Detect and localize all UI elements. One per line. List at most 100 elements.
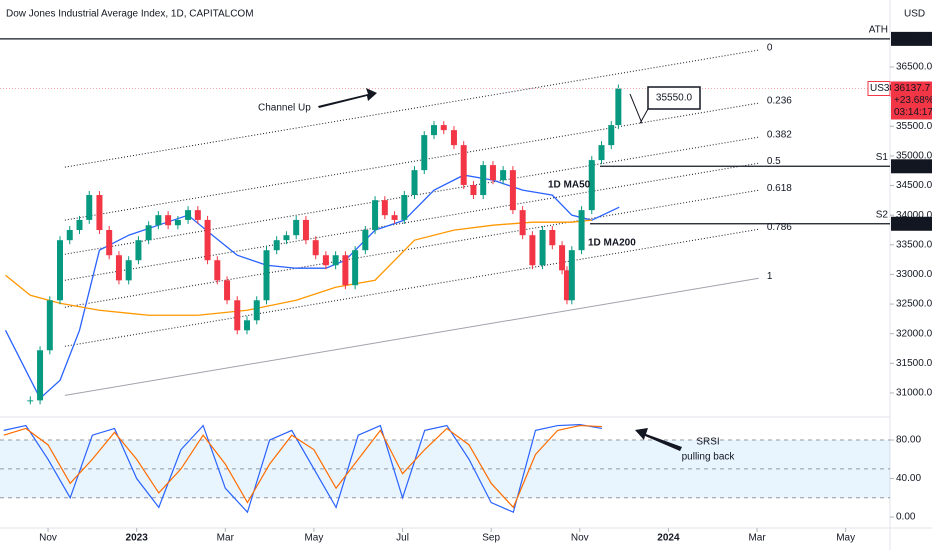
series-line <box>4 174 620 400</box>
last-change: +23.68% <box>894 95 932 106</box>
fib-label: 0.236 <box>767 96 792 107</box>
channel-line <box>64 228 759 347</box>
candle <box>253 300 260 321</box>
level-box <box>891 31 932 46</box>
candle <box>352 250 359 286</box>
candle <box>174 219 181 226</box>
x-tick-label: Mar <box>748 533 766 544</box>
candle <box>302 219 309 241</box>
candle <box>450 130 457 146</box>
y-tick-label: 36500.0 <box>896 62 932 73</box>
candle <box>563 270 570 301</box>
y-tick-label: 35500.0 <box>896 121 932 132</box>
candle <box>76 219 83 230</box>
candle <box>66 229 73 241</box>
countdown: 03:14:17 <box>894 107 932 118</box>
y-tick-label: 80.00 <box>896 435 921 446</box>
fib-label: 0.786 <box>767 222 792 233</box>
candle <box>362 229 369 251</box>
channel-line <box>64 136 759 255</box>
candle <box>568 250 575 301</box>
srsi-line <box>3 424 603 514</box>
x-tick-label: Jul <box>396 533 409 544</box>
x-tick-label: 2023 <box>126 533 149 544</box>
candle <box>263 250 270 301</box>
candle <box>145 225 152 241</box>
candle <box>588 160 595 211</box>
level-box <box>891 216 932 231</box>
x-tick-label: 2024 <box>657 533 680 544</box>
srsi-annotation: SRSI <box>696 437 719 448</box>
candle <box>381 200 388 216</box>
candle <box>578 210 585 251</box>
candle <box>391 215 398 220</box>
candle <box>96 195 103 230</box>
y-tick-label: 33500.0 <box>896 239 932 250</box>
candle <box>106 229 113 256</box>
x-tick-label: May <box>304 533 323 544</box>
channel-line <box>64 189 759 308</box>
candle <box>519 210 526 236</box>
ma-label: 1D MA50 <box>548 180 591 191</box>
candle <box>46 300 53 351</box>
fib-label: 1 <box>767 271 773 282</box>
arrow <box>635 428 682 451</box>
last-price: 36137.7 <box>894 83 931 94</box>
level-label: 34825.0 <box>894 161 931 172</box>
candle <box>608 125 615 146</box>
channel-line <box>64 49 759 168</box>
candle <box>460 145 467 185</box>
candle <box>411 170 418 196</box>
y-tick-label: 40.00 <box>896 473 921 484</box>
x-tick-label: May <box>836 533 855 544</box>
ma-label: 1D MA200 <box>588 238 636 249</box>
candle <box>500 170 507 181</box>
level-label: 33855.0 <box>894 218 931 229</box>
candle <box>234 300 241 331</box>
y-tick-label: 34000.0 <box>896 210 932 221</box>
candle <box>470 184 477 196</box>
srsi-line <box>3 424 602 509</box>
target-box <box>647 86 701 110</box>
candle <box>489 165 496 181</box>
candle <box>244 320 251 331</box>
candle <box>273 240 280 251</box>
target-label: 35550.0 <box>656 93 693 104</box>
fib-label: 0.382 <box>767 130 792 141</box>
level-label: 36975.0 <box>894 34 931 45</box>
arrow <box>318 88 377 108</box>
y-tick-label: 31500.0 <box>896 358 932 369</box>
channel-line <box>64 277 759 396</box>
candle <box>165 215 172 226</box>
candle <box>185 210 192 220</box>
candle <box>509 170 516 211</box>
y-tick-label: 34500.0 <box>896 180 932 191</box>
candle <box>549 229 556 246</box>
last-price-box <box>891 81 932 120</box>
candle <box>293 219 300 236</box>
x-tick-label: Nov <box>39 533 57 544</box>
candle <box>529 235 536 266</box>
symbol-box <box>867 80 891 96</box>
candle <box>401 195 408 220</box>
x-tick-label: Sep <box>482 533 500 544</box>
candle <box>86 195 93 220</box>
level-name: ATH <box>869 25 888 36</box>
y-tick-label: 0.00 <box>896 512 916 523</box>
candle <box>559 245 566 271</box>
symbol-label: US30 <box>870 83 895 94</box>
x-tick-label: Mar <box>217 533 235 544</box>
candle <box>224 280 231 301</box>
fib-label: 0.618 <box>767 183 792 194</box>
y-tick-label: 32000.0 <box>896 328 932 339</box>
y-tick-label: 31000.0 <box>896 388 932 399</box>
y-tick-label: 35000.0 <box>896 151 932 162</box>
candle <box>194 210 201 220</box>
candle <box>27 400 34 402</box>
channel-line <box>64 162 759 281</box>
candle <box>115 255 122 281</box>
candle <box>37 350 44 401</box>
candle <box>431 125 438 136</box>
candle <box>421 135 428 171</box>
